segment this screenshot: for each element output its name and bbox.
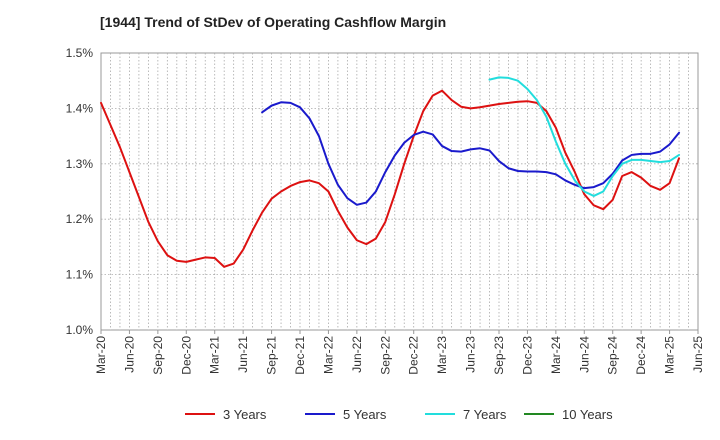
x-tick-label: Mar-21 bbox=[208, 336, 222, 374]
x-tick-label: Sep-21 bbox=[265, 336, 279, 375]
x-tick-label: Dec-22 bbox=[407, 336, 421, 375]
x-tick-label: Sep-20 bbox=[151, 336, 165, 375]
x-tick-label: Jun-21 bbox=[236, 336, 250, 373]
x-tick-label: Jun-20 bbox=[122, 336, 136, 373]
x-tick-label: Mar-22 bbox=[321, 336, 335, 374]
x-tick-label: Jun-24 bbox=[577, 336, 591, 373]
x-tick-label: Sep-23 bbox=[492, 336, 506, 375]
axis-layer: 1.0% 1.1% 1.2% 1.3% 1.4% 1.5% Mar-20 Jun-20 Sep-… bbox=[66, 46, 705, 375]
series-line-2 bbox=[488, 76, 681, 197]
legend-layer: 3 Years 5 Years 7 Years 10 Years bbox=[185, 407, 613, 422]
y-tick-label: 1.4% bbox=[66, 101, 94, 115]
grid-layer bbox=[100, 52, 699, 331]
x-tick-label: Dec-20 bbox=[179, 336, 193, 375]
x-tick-label: Dec-24 bbox=[634, 336, 648, 375]
series-layer bbox=[100, 76, 681, 268]
x-tick-label: Sep-22 bbox=[378, 336, 392, 375]
y-tick-label: 1.5% bbox=[66, 46, 94, 60]
y-tick-label: 1.0% bbox=[66, 323, 94, 337]
legend-label-2: 7 Years bbox=[463, 407, 507, 422]
y-tick-label: 1.2% bbox=[66, 212, 94, 226]
x-tick-label: Jun-22 bbox=[350, 336, 364, 373]
legend-label-3: 10 Years bbox=[562, 407, 613, 422]
legend-label-1: 5 Years bbox=[343, 407, 387, 422]
x-tick-label: Jun-25 bbox=[691, 336, 705, 373]
x-tick-label: Mar-23 bbox=[435, 336, 449, 374]
x-tick-label: Mar-25 bbox=[663, 336, 677, 374]
x-tick-label: Jun-23 bbox=[464, 336, 478, 373]
chart-title: [1944] Trend of StDev of Operating Cashf… bbox=[100, 14, 447, 30]
legend-label-0: 3 Years bbox=[223, 407, 267, 422]
y-tick-label: 1.3% bbox=[66, 157, 94, 171]
x-tick-label: Dec-21 bbox=[293, 336, 307, 375]
y-tick-label: 1.1% bbox=[66, 268, 94, 282]
series-line-1 bbox=[261, 101, 681, 206]
x-tick-label: Dec-23 bbox=[520, 336, 534, 375]
x-tick-label: Mar-20 bbox=[94, 336, 108, 374]
x-tick-label: Sep-24 bbox=[606, 336, 620, 375]
plot-frame bbox=[100, 52, 699, 331]
x-tick-label: Mar-24 bbox=[549, 336, 563, 374]
